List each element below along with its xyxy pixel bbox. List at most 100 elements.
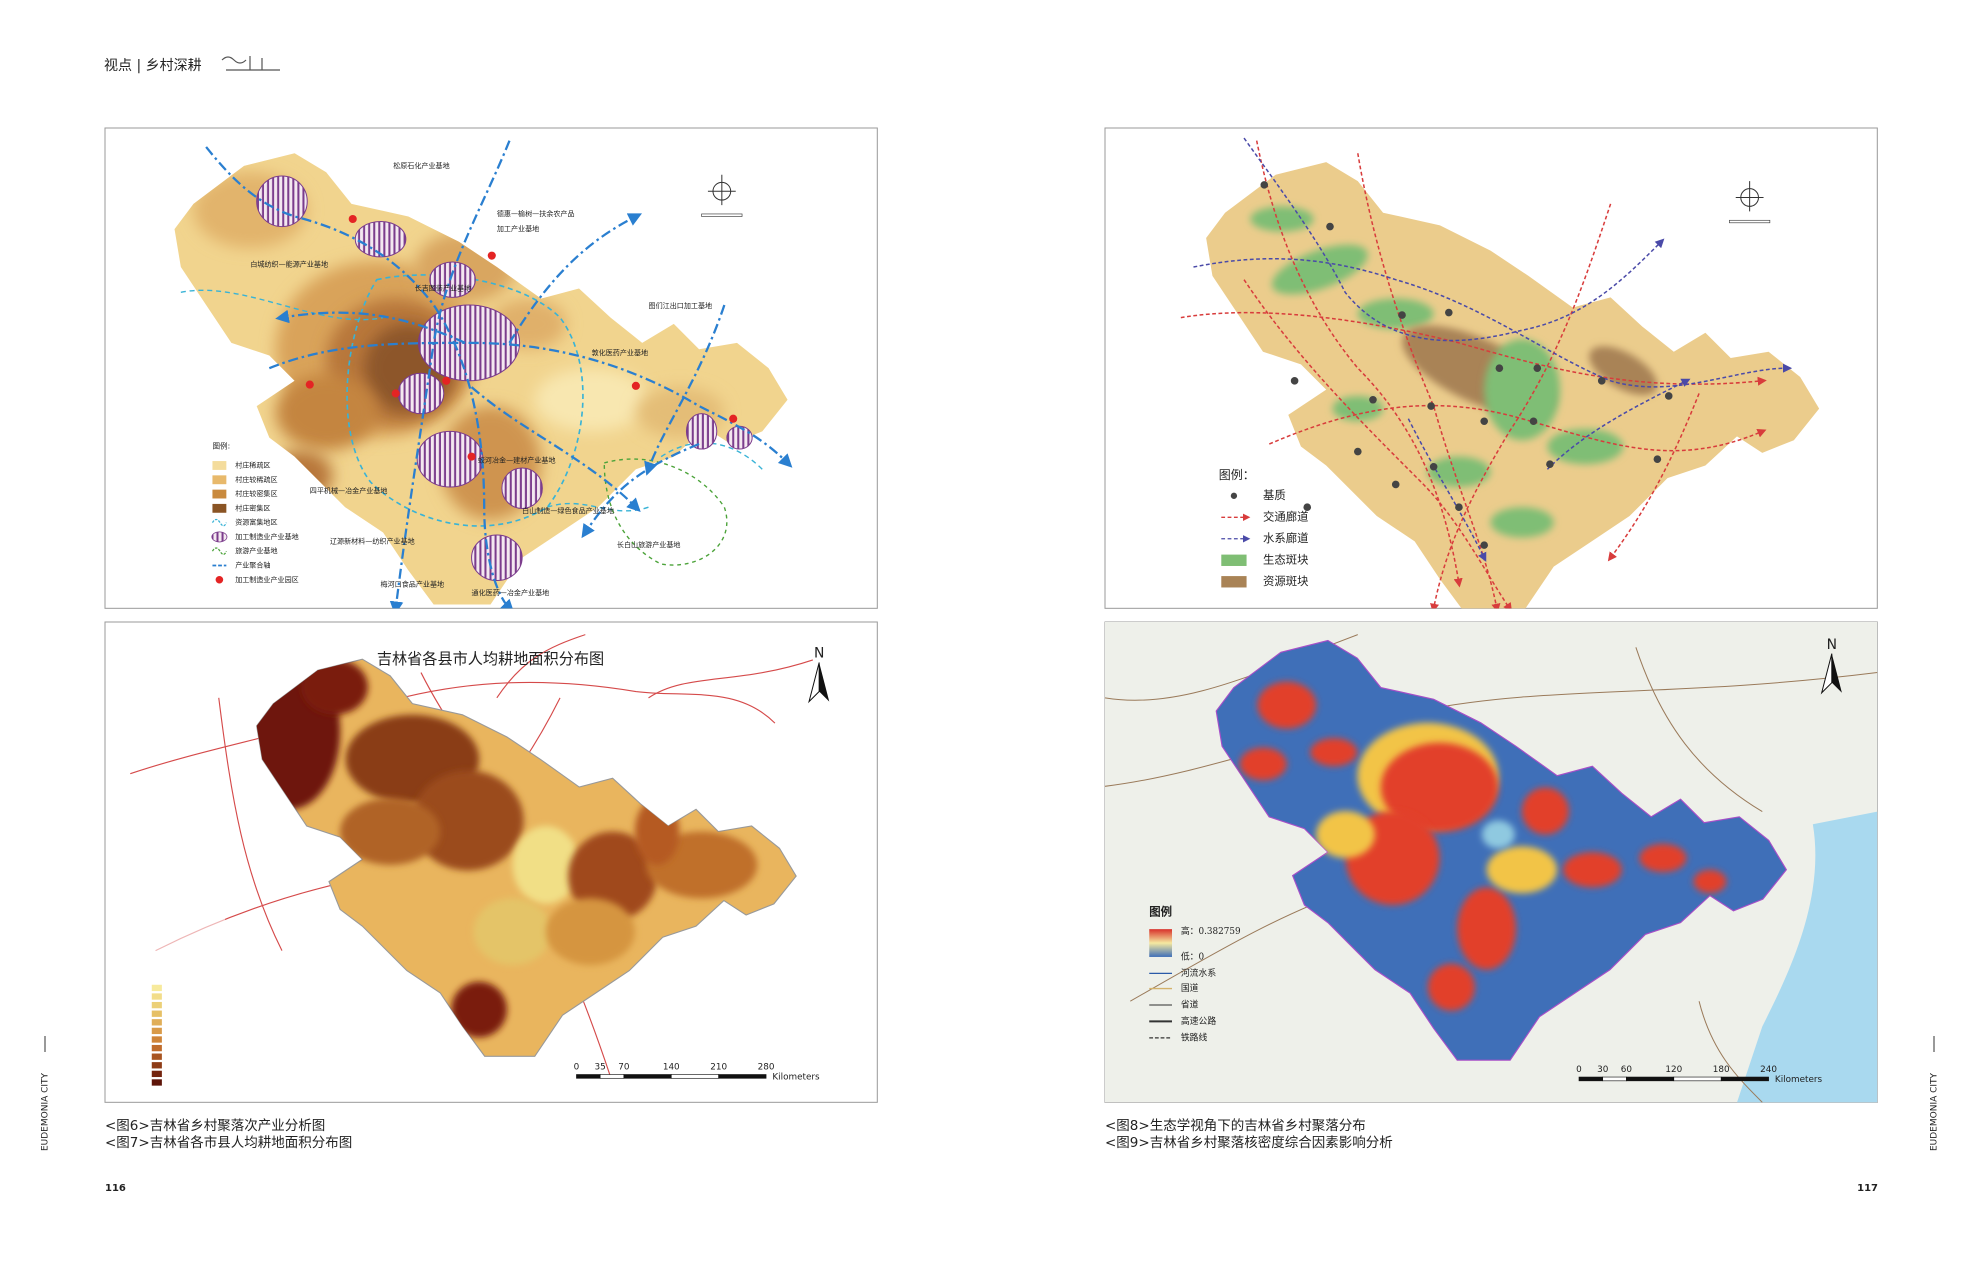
map-label: 蛟河冶金—建材产业基地 [478, 455, 556, 464]
legend-label: 村庄较密集区 [235, 489, 277, 498]
density-blob [1486, 846, 1558, 894]
legend-label: 河流水系 [1181, 967, 1216, 979]
industry-base [471, 534, 523, 582]
industry-base [354, 221, 407, 258]
map-label: 长吉图装产业基地 [415, 284, 472, 293]
compass [707, 174, 736, 206]
scale-unit: Kilometers [1775, 1075, 1823, 1085]
density-blob [1239, 747, 1287, 781]
map-label: 四平机械—冶金产业基地 [310, 486, 388, 495]
railway [130, 681, 776, 775]
scale-label: 180 [1713, 1065, 1730, 1075]
legend-gradient [1149, 929, 1172, 957]
scale-segment [1602, 1076, 1627, 1082]
traffic-corridor [1269, 404, 1767, 452]
tourism-area [603, 458, 728, 566]
traffic-corridor [1357, 153, 1501, 609]
legend-label: 加工制造业产业基地 [235, 532, 299, 541]
density-blob [412, 770, 524, 871]
legend-label: 资源斑块 [1263, 574, 1308, 588]
legend-swatch [151, 1079, 162, 1086]
density-blob [1639, 843, 1687, 873]
scale-label: 280 [758, 1062, 775, 1072]
compass [1735, 181, 1764, 212]
legend-swatch [151, 984, 162, 992]
legend-swatch [151, 1070, 162, 1078]
settlement-node [1260, 181, 1269, 189]
scale-label: 30 [1597, 1065, 1609, 1075]
traffic-corridor [1430, 203, 1612, 609]
caption: <图6>吉林省乡村聚落次产业分析图 [105, 1118, 325, 1134]
density-blob [275, 374, 377, 451]
north-label: N [1827, 637, 1837, 653]
legend-label: 省道 [1181, 998, 1199, 1010]
legend-label: 加工制造业产业园区 [235, 575, 299, 584]
industrial-park [391, 389, 400, 398]
caption: <图9>吉林省乡村聚落核密度综合因素影响分析 [1105, 1134, 1393, 1151]
province-area [256, 659, 758, 1038]
legend-label: 水系廊道 [1263, 531, 1308, 545]
density-blob [451, 981, 507, 1038]
legend-label: 产业聚合轴 [235, 560, 270, 569]
settlement-node [1597, 377, 1606, 385]
density-blob [1380, 742, 1499, 833]
industry-axis [470, 386, 641, 513]
scale-unit: Kilometers [772, 1073, 820, 1083]
density-blob [340, 798, 441, 865]
settlement-node [1653, 455, 1662, 463]
industry-axis [644, 304, 726, 476]
province-fill [256, 659, 758, 1038]
header-logo [221, 56, 280, 71]
density-blob [1547, 428, 1624, 465]
water-corridor [1407, 418, 1487, 562]
density-blob [1310, 738, 1358, 767]
side-label: EUDEMONIA CITY [1930, 1072, 1940, 1151]
legend-label: 村庄密集区 [235, 503, 270, 512]
density-blob [512, 826, 580, 904]
density-blob [1457, 887, 1516, 970]
traffic-corridor [1243, 279, 1513, 609]
legend-swatch [1230, 492, 1238, 499]
industrial-park [305, 380, 314, 389]
industrial-park [487, 251, 496, 260]
legend-swatch [151, 1010, 162, 1017]
road [1698, 1001, 1763, 1103]
settlement-node [1445, 308, 1453, 317]
settlement-node [1495, 364, 1504, 372]
legend-label: 高：0.382759 [1181, 925, 1241, 937]
scale-segment [1720, 1076, 1769, 1082]
scale-label: 210 [710, 1062, 727, 1072]
road [1635, 647, 1763, 813]
caption: <图7>吉林省各市县人均耕地面积分布图 [105, 1134, 352, 1151]
legend-label: 村庄较稀疏区 [235, 475, 277, 484]
scale-label: 120 [1665, 1065, 1682, 1075]
traffic-corridor [1255, 140, 1463, 588]
scale-label: 60 [1621, 1065, 1633, 1075]
scale-segment [599, 1074, 625, 1079]
province-fill [1239, 681, 1727, 1011]
map-label: 梅河口食品产业基地 [381, 579, 445, 588]
traffic-corridor [1607, 393, 1700, 562]
density-blob [1316, 810, 1375, 858]
industrial-park [348, 214, 357, 224]
settlement-node [1290, 377, 1299, 385]
legend-swatch [151, 1019, 162, 1026]
density-blob [1484, 339, 1561, 441]
legend-swatch [1221, 576, 1247, 588]
scale-label: 70 [618, 1062, 630, 1072]
industry-base [726, 425, 753, 450]
map-label: 德惠—榆树—扶余农产品 [497, 209, 575, 218]
density-blob [1257, 681, 1317, 729]
railway [496, 634, 814, 699]
legend-swatch [151, 1027, 162, 1035]
north-arrow [819, 662, 830, 702]
legend-title: 图例 [1149, 905, 1172, 919]
settlement-node [1664, 392, 1673, 400]
legend-label: 村庄稀疏区 [235, 460, 270, 469]
legend-label: 国道 [1181, 982, 1199, 994]
scale-segment [1626, 1076, 1675, 1082]
traffic-corridor [1180, 311, 1767, 386]
